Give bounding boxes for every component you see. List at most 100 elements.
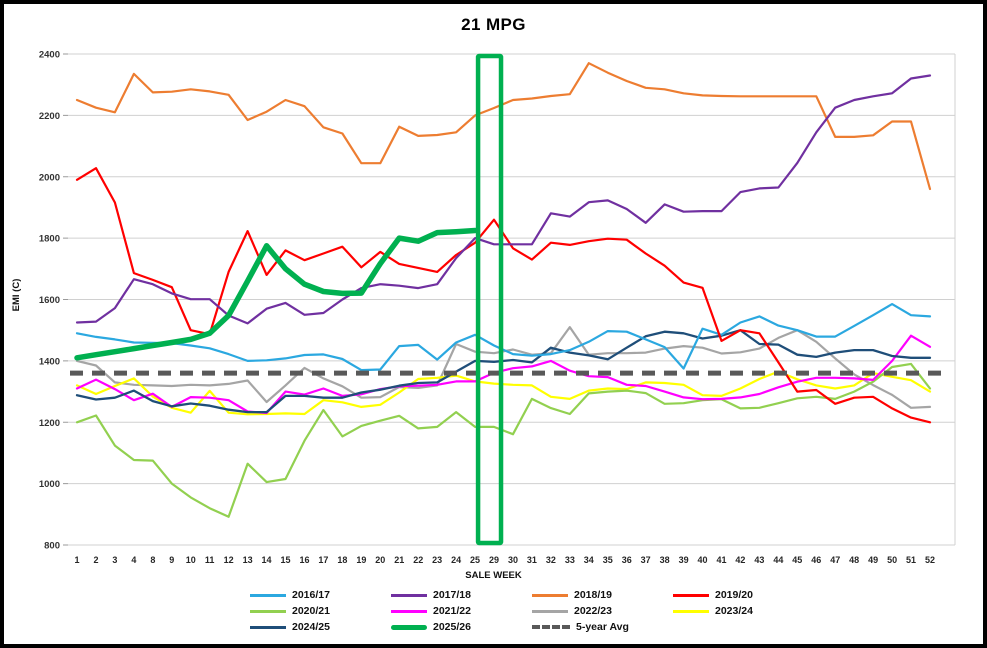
x-tick-label: 35 [603, 555, 613, 565]
legend-row: 2024/25 2025/26 5-year Avg [250, 619, 814, 635]
x-tick-label: 38 [660, 555, 670, 565]
legend-item-5-year-avg: 5-year Avg [532, 621, 673, 633]
legend-label: 2021/22 [433, 605, 471, 617]
y-tick-label: 2400 [39, 50, 60, 61]
current-week-highlight-box [475, 53, 504, 546]
x-tick-label: 24 [451, 555, 461, 565]
legend-swatch [532, 609, 568, 613]
x-tick-label: 18 [337, 555, 347, 565]
x-tick-label: 17 [318, 555, 328, 565]
y-tick-label: 2000 [39, 172, 60, 183]
series-line-2018-19 [75, 62, 932, 191]
series-line-2019-20 [75, 167, 932, 424]
y-tick-label: 1400 [39, 356, 60, 367]
x-tick-label: 3 [112, 555, 117, 565]
y-tick-label: 2200 [39, 111, 60, 122]
legend-label: 2020/21 [292, 605, 330, 617]
legend-label: 5-year Avg [576, 621, 629, 633]
x-tick-label: 19 [356, 555, 366, 565]
legend-swatch [391, 609, 427, 613]
legend-item-2017-18: 2017/18 [391, 589, 532, 601]
legend-swatch [532, 593, 568, 597]
x-tick-label: 37 [641, 555, 651, 565]
x-tick-label: 52 [925, 555, 935, 565]
x-tick-label: 36 [622, 555, 632, 565]
x-tick-label: 46 [811, 555, 821, 565]
x-tick-label: 31 [527, 555, 537, 565]
x-tick-label: 16 [299, 555, 309, 565]
legend-row: 2020/21 2021/22 2022/23 2023/24 [250, 603, 814, 619]
x-tick-label: 47 [830, 555, 840, 565]
x-tick-label: 20 [375, 555, 385, 565]
legend-item-2016-17: 2016/17 [250, 589, 391, 601]
legend-label: 2025/26 [433, 621, 471, 633]
y-tick-label: 800 [44, 541, 60, 552]
x-tick-label: 48 [849, 555, 859, 565]
x-tick-label: 4 [131, 555, 136, 565]
x-tick-label: 49 [868, 555, 878, 565]
x-tick-label: 9 [169, 555, 174, 565]
x-tick-label: 42 [735, 555, 745, 565]
x-axis-title: SALE WEEK [465, 570, 522, 581]
chart-title: 21 MPG [461, 15, 526, 34]
legend-swatch [673, 609, 709, 613]
series-line-2021-22 [75, 334, 932, 415]
series-line-2025-26 [74, 227, 478, 361]
x-tick-label: 32 [546, 555, 556, 565]
x-tick-label: 1 [74, 555, 79, 565]
x-tick-label: 10 [186, 555, 196, 565]
legend-label: 2019/20 [715, 589, 753, 601]
x-tick-label: 12 [224, 555, 234, 565]
series-line-2020-21 [75, 362, 932, 518]
x-tick-label: 13 [243, 555, 253, 565]
y-tick-label: 1600 [39, 295, 60, 306]
x-tick-label: 39 [679, 555, 689, 565]
x-tick-label: 21 [394, 555, 404, 565]
series-line-2022-23 [75, 326, 932, 409]
legend-label: 2016/17 [292, 589, 330, 601]
chart-legend: 2016/17 2017/18 2018/19 2019/20 2020/21 2021/… [250, 587, 814, 635]
legend-item-2025-26: 2025/26 [391, 621, 532, 633]
x-tick-label: 30 [508, 555, 518, 565]
legend-swatch [673, 593, 709, 597]
y-tick-label: 1800 [39, 234, 60, 245]
x-tick-label: 45 [792, 555, 802, 565]
legend-row: 2016/17 2017/18 2018/19 2019/20 [250, 587, 814, 603]
legend-swatch [250, 609, 286, 613]
legend-swatch [532, 625, 570, 629]
legend-item-2018-19: 2018/19 [532, 589, 673, 601]
x-tick-label: 40 [698, 555, 708, 565]
y-tick-label: 1000 [39, 479, 60, 490]
legend-swatch [250, 593, 286, 597]
legend-item-2024-25: 2024/25 [250, 621, 391, 633]
x-tick-label: 11 [205, 555, 215, 565]
legend-swatch [250, 625, 286, 629]
y-tick-label: 1200 [39, 418, 60, 429]
legend-item-2020-21: 2020/21 [250, 605, 391, 617]
x-tick-label: 34 [584, 555, 594, 565]
series-line-2016-17 [75, 303, 932, 372]
x-tick-label: 51 [906, 555, 916, 565]
legend-label: 2022/23 [574, 605, 612, 617]
legend-item-2019-20: 2019/20 [673, 589, 814, 601]
legend-label: 2017/18 [433, 589, 471, 601]
legend-item-2022-23: 2022/23 [532, 605, 673, 617]
legend-label: 2024/25 [292, 621, 330, 633]
x-tick-label: 22 [413, 555, 423, 565]
x-tick-label: 2 [93, 555, 98, 565]
series-line-2024-25 [75, 329, 932, 414]
x-tick-label: 50 [887, 555, 897, 565]
legend-swatch [391, 624, 427, 630]
x-tick-label: 25 [470, 555, 480, 565]
x-tick-label: 33 [565, 555, 575, 565]
legend-item-2021-22: 2021/22 [391, 605, 532, 617]
x-tick-label: 29 [489, 555, 499, 565]
x-tick-label: 43 [754, 555, 764, 565]
x-tick-label: 8 [150, 555, 155, 565]
legend-label: 2023/24 [715, 605, 753, 617]
x-tick-label: 15 [281, 555, 291, 565]
legend-item-2023-24: 2023/24 [673, 605, 814, 617]
x-tick-label: 14 [262, 555, 272, 565]
